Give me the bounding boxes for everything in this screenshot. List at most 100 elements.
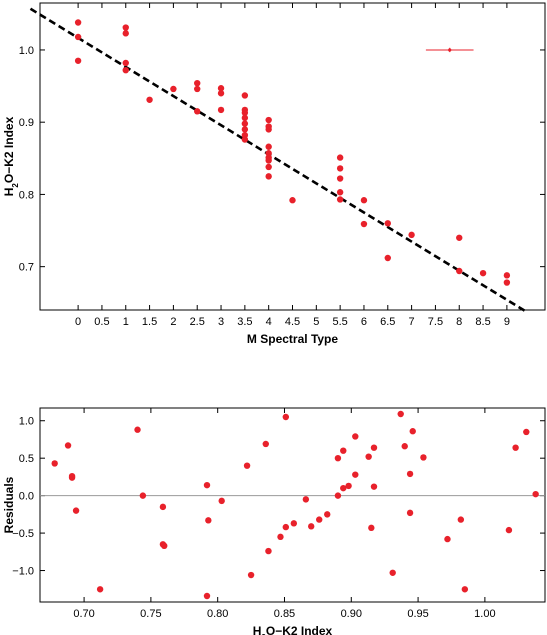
x-tick-label: 0 xyxy=(75,316,81,328)
data-point xyxy=(241,136,249,143)
data-point xyxy=(308,523,315,530)
x-tick-label: 3 xyxy=(218,316,224,328)
x-tick-label: 8.5 xyxy=(475,316,490,328)
data-point xyxy=(334,454,342,462)
data-point xyxy=(336,175,344,182)
data-point xyxy=(290,520,298,527)
data-point xyxy=(72,507,80,514)
data-point xyxy=(122,24,129,31)
data-point xyxy=(408,231,415,239)
y-axis-title: Residuals xyxy=(2,476,16,533)
data-point xyxy=(243,462,251,469)
data-point xyxy=(456,267,463,275)
plot-frame xyxy=(39,2,546,311)
y-tick-label: 0.0 xyxy=(19,491,34,503)
x-tick-label: 0.90 xyxy=(341,608,362,620)
x-tick-label: 6.5 xyxy=(380,316,395,328)
data-point xyxy=(302,496,310,503)
y-axis-title-part-1: H xyxy=(2,188,16,197)
data-point xyxy=(324,511,331,518)
x-tick-label: 2.5 xyxy=(190,316,205,328)
residuals-chart: 0.70 0.75 0.80 0.85 0.90 0.95 1.00 −1.0 −0.5 0.0 0… xyxy=(2,407,546,635)
x-tick-label: 5 xyxy=(313,316,319,328)
data-point xyxy=(512,444,519,451)
data-point xyxy=(159,503,167,511)
data-point xyxy=(336,165,344,172)
x-tick-label: 1.5 xyxy=(142,316,157,328)
data-point xyxy=(241,92,249,99)
data-point xyxy=(122,66,129,74)
data-point xyxy=(479,269,487,277)
data-point xyxy=(289,197,296,204)
fit-line xyxy=(29,7,527,313)
x-tick-label: 6 xyxy=(361,316,367,328)
error-bar xyxy=(425,47,474,53)
y-tick-label: 0.7 xyxy=(19,262,34,274)
x-tick-label: 1 xyxy=(123,316,129,328)
y-axis-title: H2O−K2 Index xyxy=(2,116,20,196)
data-point xyxy=(134,426,141,433)
data-point xyxy=(265,547,272,555)
x-tick-label: 7 xyxy=(409,316,415,328)
data-point xyxy=(241,109,249,116)
data-point xyxy=(340,484,347,492)
y-tick-label: 1.0 xyxy=(19,45,34,57)
data-point xyxy=(336,154,344,161)
x-tick-label: 4.5 xyxy=(285,316,300,328)
y-tick-label: 0.8 xyxy=(19,189,34,201)
data-point xyxy=(194,108,201,115)
data-point xyxy=(461,586,469,593)
data-point xyxy=(505,526,513,534)
x-tick-label: 0.5 xyxy=(94,316,109,328)
x-tick-label: 0.95 xyxy=(407,608,428,620)
data-point xyxy=(64,442,72,449)
data-point xyxy=(401,443,408,450)
spectral-type-chart: 0 0.5 1 1.5 2 2.5 3 3.5 4 4.5 5 5.5 6 6.5 7 7.5 8 8.5 9 0.7… xyxy=(2,2,546,346)
data-point xyxy=(340,447,347,454)
x-tick-label: 2 xyxy=(170,316,176,328)
data-point xyxy=(503,272,511,279)
data-point xyxy=(247,571,255,579)
y-axis-title-part-2: O−K2 Index xyxy=(2,116,16,183)
data-point xyxy=(205,517,212,524)
data-point xyxy=(370,444,378,451)
data-point xyxy=(384,254,391,262)
data-point xyxy=(336,189,344,196)
x-tick-label: 9 xyxy=(504,316,510,328)
data-point xyxy=(241,114,249,122)
x-tick-label: 0.85 xyxy=(274,608,295,620)
data-point xyxy=(365,453,372,460)
data-point xyxy=(51,460,58,467)
data-point xyxy=(397,410,404,418)
data-point xyxy=(265,116,272,124)
data-point xyxy=(456,234,463,241)
y-axis-title-subscript: 2 xyxy=(11,183,20,188)
data-point xyxy=(241,126,249,133)
data-point xyxy=(74,33,82,41)
x-tick-label: 3.5 xyxy=(237,316,252,328)
x-axis-title-part-2: O−K2 Index xyxy=(266,624,333,635)
data-point xyxy=(217,106,225,114)
data-point xyxy=(241,120,249,127)
x-tick-label: 4 xyxy=(266,316,272,328)
y-tick-label: −1.0 xyxy=(12,566,34,578)
data-point xyxy=(420,454,427,461)
data-point xyxy=(406,509,414,517)
y-tick-label: −0.5 xyxy=(12,528,34,540)
data-point xyxy=(170,85,177,93)
x-tick-label: 0.70 xyxy=(73,608,94,620)
data-point xyxy=(523,428,530,436)
data-point xyxy=(352,433,359,440)
data-point xyxy=(503,279,511,286)
data-point xyxy=(406,470,414,478)
x-axis-title-part-1: H xyxy=(253,624,262,635)
data-point xyxy=(282,413,290,421)
data-point xyxy=(265,157,272,164)
y-tick-label: 0.9 xyxy=(19,117,34,129)
data-point xyxy=(122,59,129,67)
data-point xyxy=(409,428,416,435)
data-point xyxy=(277,533,284,541)
data-point xyxy=(203,592,211,600)
x-tick-label: 7.5 xyxy=(428,316,443,328)
